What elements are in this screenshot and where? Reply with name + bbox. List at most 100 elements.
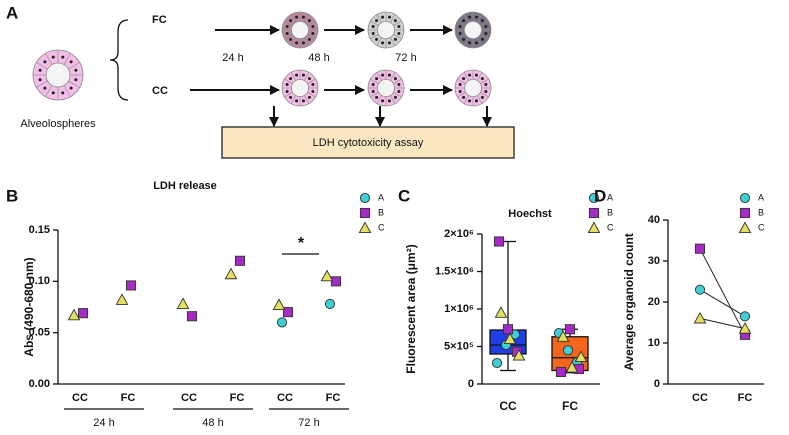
cell-wall: [307, 78, 316, 84]
cell-nucleus: [387, 41, 391, 45]
data-point: [574, 350, 588, 363]
cell-nucleus: [74, 78, 78, 82]
cell-wall: [284, 92, 293, 98]
cell-nucleus: [289, 37, 293, 41]
cell-nucleus: [301, 41, 305, 45]
legend-marker: [588, 207, 600, 219]
cell-nucleus: [393, 19, 397, 23]
legend-label: A: [758, 192, 764, 202]
chart-title: Hoechst: [508, 208, 552, 220]
organoid-lumen: [45, 62, 71, 88]
cell-wall: [393, 78, 402, 84]
cell-nucleus: [484, 25, 488, 29]
cell-wall: [390, 37, 396, 46]
cell-nucleus: [74, 68, 78, 72]
cell-wall: [45, 85, 53, 97]
cell-nucleus: [375, 37, 379, 41]
organoid: [454, 69, 492, 107]
cell-nucleus: [289, 19, 293, 23]
data-point: [512, 348, 526, 361]
cell-wall: [307, 20, 316, 26]
panel-label: A: [6, 3, 18, 22]
x-tick-label: CC: [277, 392, 293, 404]
legend-marker: [739, 192, 751, 204]
cell-wall: [393, 34, 402, 40]
cell-nucleus: [375, 19, 379, 23]
x-tick-label: FC: [326, 392, 341, 404]
x-tick-label: FC: [562, 399, 578, 413]
cell-nucleus: [397, 83, 401, 87]
y-tick-label: 0.10: [29, 275, 50, 287]
cell-nucleus: [311, 89, 315, 93]
time-label: 24 h: [222, 52, 243, 64]
cell-nucleus: [458, 31, 462, 35]
cell-nucleus: [51, 91, 55, 95]
cell-wall: [463, 37, 469, 46]
cell-nucleus: [480, 95, 484, 99]
cell-wall: [376, 72, 382, 81]
y-axis-label: Abs (490-680 nm): [22, 257, 36, 356]
y-tick-label: 0.05: [29, 327, 50, 339]
organoid-lumen: [463, 78, 483, 98]
brace: [109, 19, 129, 101]
time-label: 48 h: [308, 52, 329, 64]
time-label: 72 h: [395, 52, 416, 64]
cell-nucleus: [462, 37, 466, 41]
organoid: [367, 69, 405, 107]
cell-wall: [370, 78, 379, 84]
organoid: [281, 69, 319, 107]
cell-nucleus: [381, 41, 385, 45]
cell-wall: [480, 92, 489, 98]
data-point: [693, 311, 707, 324]
data-point: [565, 360, 579, 373]
y-tick-label: 40: [648, 214, 660, 226]
legend-label: B: [758, 207, 764, 217]
data-point: [67, 308, 81, 321]
cell-nucleus: [285, 89, 289, 93]
cell-nucleus: [295, 41, 299, 45]
cell-nucleus: [301, 73, 305, 77]
cell-wall: [477, 14, 483, 23]
cell-nucleus: [468, 15, 472, 19]
cell-wall: [284, 34, 293, 40]
data-point: [176, 297, 190, 309]
assay-label: LDH cytotoxicity assay: [313, 137, 424, 149]
series-line: [699, 317, 746, 330]
organoid-lumen: [290, 78, 310, 98]
cell-wall: [68, 62, 80, 70]
cell-wall: [463, 95, 469, 104]
data-point: [502, 324, 514, 335]
cell-wall: [480, 20, 489, 26]
legend-label: C: [758, 222, 765, 232]
cell-nucleus: [480, 19, 484, 23]
data-point: [491, 357, 503, 369]
cell-nucleus: [311, 83, 315, 87]
cell-nucleus: [387, 15, 391, 19]
cell-nucleus: [61, 91, 65, 95]
cell-wall: [63, 53, 71, 65]
diagram: A Alveolospheres FC CC 24 h 48 h 72 h LD…: [6, 3, 515, 159]
panel-label: D: [594, 186, 606, 205]
cell-nucleus: [295, 15, 299, 19]
cell-nucleus: [311, 31, 315, 35]
cell-nucleus: [474, 41, 478, 45]
x-tick-label: CC: [72, 392, 88, 404]
data-point: [738, 322, 752, 334]
data-point: [320, 269, 334, 282]
cell-nucleus: [301, 15, 305, 19]
cell-nucleus: [311, 25, 315, 29]
cell-nucleus: [307, 37, 311, 41]
cell-nucleus: [397, 25, 401, 29]
cell-wall: [477, 37, 483, 46]
y-axis-label: Fluorescent area (μm²): [404, 244, 418, 373]
cell-wall: [390, 95, 396, 104]
cell-wall: [370, 34, 379, 40]
cell-nucleus: [371, 89, 375, 93]
cell-nucleus: [474, 99, 478, 103]
cell-wall: [45, 53, 53, 65]
cell-nucleus: [458, 25, 462, 29]
cell-wall: [463, 72, 469, 81]
cell-wall: [457, 92, 466, 98]
cell-nucleus: [371, 25, 375, 29]
assay-box: [221, 126, 515, 159]
